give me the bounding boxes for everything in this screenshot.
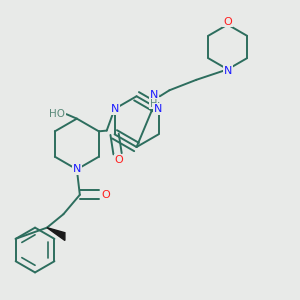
Text: N: N [73,164,81,174]
Text: H: H [150,99,158,109]
Text: N: N [150,90,158,100]
Text: O: O [115,155,123,165]
Text: O: O [101,190,110,200]
Text: N: N [110,104,119,114]
Text: HO: HO [50,109,65,119]
Polygon shape [47,228,65,241]
Text: N: N [224,66,232,76]
Text: O: O [223,16,232,27]
Text: N: N [154,104,163,114]
